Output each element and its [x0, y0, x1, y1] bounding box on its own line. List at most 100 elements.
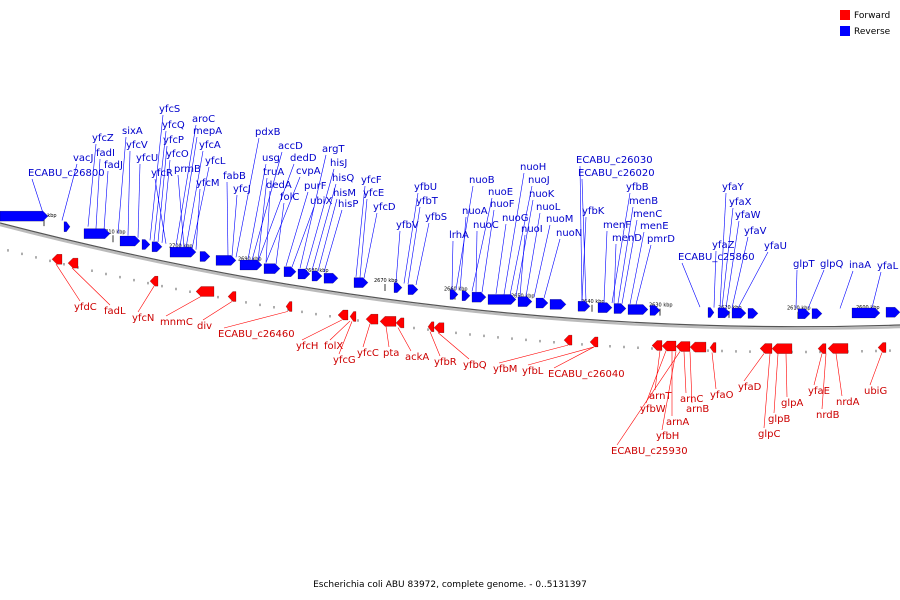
- reverse-leader-line: [257, 177, 268, 262]
- reverse-gene-arrow: [323, 273, 339, 284]
- reverse-gene-arrow: [487, 294, 517, 305]
- forward-gene-label: yfcC: [357, 348, 379, 359]
- reverse-leader-line: [481, 209, 495, 293]
- reverse-gene-label: yfbT: [416, 196, 439, 207]
- reverse-gene-arrow: [747, 308, 759, 319]
- reverse-gene-arrow: [707, 307, 715, 318]
- reverse-gene-label: yfcM: [196, 178, 220, 189]
- forward-leader-line: [71, 267, 111, 306]
- reverse-leader-line: [95, 158, 101, 229]
- reverse-gene-arrow: [169, 247, 197, 258]
- forward-leader-line: [616, 351, 681, 446]
- reverse-gene-label: ECABU_c25860: [678, 252, 755, 263]
- forward-gene-arrow: [827, 343, 849, 354]
- forward-leader-line: [165, 295, 203, 317]
- reverse-leader-line: [525, 212, 541, 297]
- reverse-leader-line: [807, 269, 825, 309]
- reverse-leader-line: [185, 150, 204, 248]
- forward-gene-arrow: [285, 301, 293, 312]
- forward-gene-arrow: [651, 340, 663, 351]
- forward-leader-line: [763, 353, 771, 429]
- reverse-gene-label: yfcP: [163, 135, 184, 146]
- reverse-gene-label: yfbU: [414, 182, 437, 193]
- reverse-gene-arrow: [297, 268, 311, 280]
- forward-gene-arrow: [195, 286, 215, 297]
- reverse-gene-label: purF: [304, 181, 327, 192]
- reverse-leader-line: [235, 137, 260, 258]
- reverse-leader-line: [725, 220, 740, 308]
- reverse-gene-label: yfbB: [626, 182, 649, 193]
- forward-gene-arrow: [817, 343, 827, 354]
- forward-leader-line: [498, 344, 569, 364]
- forward-gene-label: div: [197, 321, 212, 332]
- reverse-leader-line: [581, 178, 587, 302]
- forward-gene-label: yfbL: [522, 366, 544, 377]
- reverse-gene-arrow: [627, 304, 649, 315]
- reverse-leader-line: [359, 198, 368, 278]
- reverse-leader-line: [617, 206, 634, 304]
- reverse-leader-line: [603, 230, 608, 303]
- forward-leader-line: [362, 323, 371, 348]
- reverse-gene-label: nuoB: [469, 175, 495, 186]
- reverse-leader-line: [127, 150, 131, 236]
- reverse-gene-label: fadI: [96, 148, 115, 159]
- reverse-gene-arrow: [407, 284, 419, 295]
- reverse-gene-label: yfaY: [722, 182, 745, 193]
- forward-leader-line: [223, 311, 289, 329]
- scale-label: 2640 kbp: [581, 299, 605, 305]
- reverse-gene-arrow: [353, 277, 369, 288]
- reverse-leader-line: [177, 174, 185, 248]
- forward-gene-arrow: [149, 276, 159, 287]
- reverse-gene-label: nuoJ: [528, 175, 550, 186]
- forward-leader-line: [813, 353, 823, 386]
- reverse-gene-label: ECABU_c26030: [576, 155, 653, 166]
- reverse-gene-label: yfaU: [764, 241, 787, 252]
- forward-gene-arrow: [337, 309, 349, 321]
- scale-label: 2710 kbp: [102, 229, 126, 235]
- forward-leader-line: [711, 352, 717, 390]
- forward-gene-arrow: [759, 343, 773, 354]
- reverse-leader-line: [635, 244, 652, 305]
- forward-leader-line: [773, 353, 779, 414]
- forward-gene-arrow: [433, 322, 445, 333]
- forward-gene-label: ECABU_c25930: [611, 446, 688, 457]
- reverse-gene-label: nuoM: [546, 214, 573, 225]
- forward-leader-line: [55, 263, 81, 302]
- reverse-gene-label: yfcD: [373, 202, 396, 213]
- reverse-leader-line: [795, 269, 798, 309]
- reverse-gene-arrow: [549, 299, 567, 310]
- reverse-gene-arrow: [797, 308, 811, 319]
- reverse-leader-line: [231, 194, 238, 257]
- reverse-gene-arrow: [577, 301, 591, 312]
- forward-gene-arrow: [227, 291, 237, 302]
- reverse-leader-line: [509, 185, 533, 296]
- reverse-gene-label: yfaL: [877, 261, 899, 272]
- reverse-gene-label: yfcQ: [162, 120, 185, 131]
- reverse-leader-line: [403, 192, 419, 284]
- reverse-gene-label: pdxB: [255, 127, 281, 138]
- reverse-leader-line: [871, 271, 882, 308]
- reverse-leader-line: [226, 181, 229, 256]
- forward-gene-arrow: [379, 316, 397, 327]
- reverse-gene-arrow: [851, 307, 881, 319]
- reverse-leader-line: [721, 207, 734, 308]
- scale-label: 2690 kbp: [238, 257, 262, 263]
- reverse-gene-arrow: [141, 239, 151, 250]
- forward-gene-label: yfbQ: [463, 360, 487, 371]
- forward-gene-label: glpA: [781, 398, 803, 409]
- reverse-gene-label: folC: [280, 192, 299, 203]
- reverse-gene-label: yfcR: [151, 168, 173, 179]
- reverse-leader-line: [533, 224, 551, 298]
- backbone-shadow: [0, 223, 900, 330]
- reverse-gene-label: yfaX: [729, 197, 752, 208]
- reverse-leader-line: [137, 163, 141, 238]
- reverse-gene-label: yfcS: [159, 104, 180, 115]
- reverse-gene-arrow: [613, 303, 627, 314]
- reverse-gene-label: yfbK: [582, 206, 605, 217]
- reverse-leader-line: [503, 172, 525, 295]
- reverse-gene-arrow: [649, 305, 661, 316]
- forward-gene-label: ECABU_c26460: [218, 329, 295, 340]
- genome-caption: Escherichia coli ABU 83972, complete gen…: [313, 580, 587, 590]
- forward-gene-label: yfbM: [493, 364, 517, 375]
- reverse-leader-line: [681, 262, 701, 308]
